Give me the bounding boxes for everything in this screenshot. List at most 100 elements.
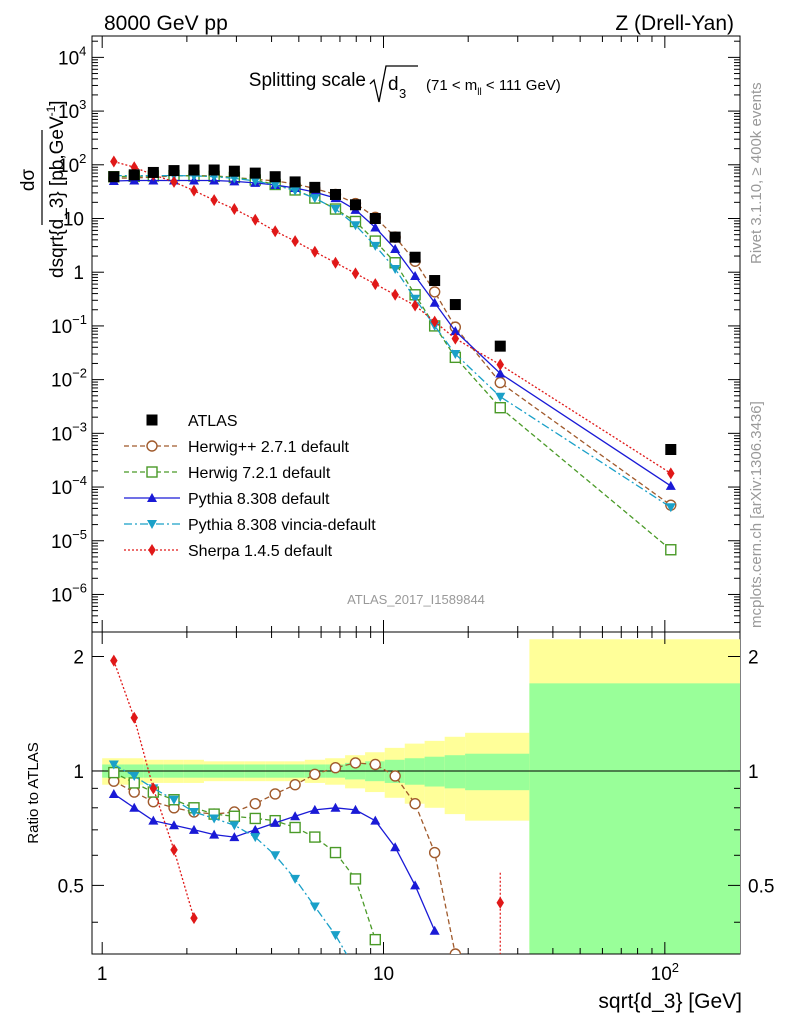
data-point-sherpa-1-4-5-default [371,278,380,291]
axis-ticks-layer: 1 10 10210410310210110−110−210−310−410−510… [51,36,774,985]
data-point-pythia-8-308-default [410,270,421,280]
data-point-sherpa-1-4-5-default [451,332,460,345]
ratio-band-green [424,756,445,787]
ratio-point-pythia-8-308-vincia-default [330,931,341,941]
ratio-point-herwig-2-7-1-default [289,779,301,791]
legend-item-pythia-8-308-vincia-default: Pythia 8.308 vincia-default [124,517,376,534]
ratio-y-tick-label-left: 0.5 [58,876,84,897]
legend-item-sherpa-1-4-5-default: Sherpa 1.4.5 default [124,543,333,560]
ratio-point-pythia-8-308-vincia-default [290,874,301,884]
legend-label-sherpa-1-4-5-default: Sherpa 1.4.5 default [188,543,333,560]
ratio-point-pythia-8-308-vincia-default [270,851,281,861]
data-point-pythia-8-308-default [429,297,440,307]
series-line-sherpa-1-4-5-default [113,160,672,474]
x-axis-label: sqrt{d_3} [GeV] [598,990,742,1013]
data-point-atlas [188,164,200,176]
ratio-point-pythia-8-308-vincia-default [209,814,220,824]
main-series-layer [108,155,677,556]
ratio-point-herwig-2-7-1-default [329,761,342,774]
y-tick-label: 10−4 [51,473,87,499]
data-point-sherpa-1-4-5-default [311,245,319,258]
y-tick-label: 10−5 [51,527,87,553]
ratio-point-pythia-8-308-default [350,804,361,814]
data-point-pythia-8-308-default [390,244,401,254]
legend-label-pythia-8-308-default: Pythia 8.308 default [188,491,330,508]
series-herwig-2-7-1-default [108,169,677,511]
data-point-atlas [147,166,159,178]
data-point-sherpa-1-4-5-default [391,288,399,301]
ratio-point-pythia-8-308-default [390,842,401,852]
ratio-point-pythia-8-308-default [229,832,240,842]
ratio-point-pythia-8-308-vincia-default [350,966,360,975]
data-point-atlas [449,299,461,311]
y-tick-label: 10 [63,209,84,230]
ratio-band-green [529,683,740,954]
ratio-y-tick-label-right: 0.5 [748,876,774,897]
data-point-pythia-8-308-vincia-default [495,392,506,402]
ratio-series-pythia-8-308-default [108,788,440,935]
ylabel-numerator: dσ [18,169,39,192]
ratio-point-pythia-8-308-default [209,829,220,839]
data-point-pythia-8-308-vincia-default [309,194,320,204]
ratio-point-pythia-8-308-vincia-default [229,821,240,831]
ratio-point-sherpa-1-4-5-default [190,912,198,925]
data-point-pythia-8-308-vincia-default [330,205,341,215]
ratio-point-pythia-8-308-default [309,804,320,814]
ratio-point-sherpa-1-4-5-default [496,896,505,909]
data-point-sherpa-1-4-5-default [291,235,299,248]
ratio-point-herwig-2-7-1-default [249,798,261,810]
data-point-pythia-8-308-vincia-default [350,221,361,231]
data-point-sherpa-1-4-5-default [190,184,198,197]
ratio-y-tick-label-right: 2 [748,648,759,669]
ratio-series-layer [108,654,505,975]
y-tick-label: 10−2 [51,366,87,392]
ratio-point-pythia-8-308-default [188,824,199,834]
legend-item-herwig-7-2-1-default: Herwig 7.2.1 default [124,465,331,482]
data-point-atlas [409,251,421,263]
data-point-sherpa-1-4-5-default [210,194,218,207]
data-point-pythia-8-308-default [450,326,461,336]
data-point-sherpa-1-4-5-default [411,299,419,312]
data-point-atlas [309,181,321,193]
ratio-point-herwig-7-2-1-default [309,831,321,843]
ratio-point-sherpa-1-4-5-default [130,711,138,724]
ratio-point-pythia-8-308-default [250,824,261,834]
plot-title: Splitting scale d 3 (71 < mll < 111 GeV) [249,65,561,103]
sqrt-symbol [369,65,418,103]
data-point-pythia-8-308-default [370,222,381,232]
main-y-axis-label: dσ dsqrt{d_3} [pb,GeV-1] [18,100,68,278]
legend-item-herwig-2-7-1-default: Herwig++ 2.7.1 default [124,439,350,456]
ratio-point-sherpa-1-4-5-default [170,843,178,856]
plot-title-d-sub: 3 [399,86,406,101]
data-point-sherpa-1-4-5-default [331,256,340,269]
ratio-point-herwig-2-7-1-default [409,798,421,810]
data-point-sherpa-1-4-5-default [667,467,675,480]
ratio-point-pythia-8-308-default [370,815,381,825]
ratio-point-pythia-8-308-default [410,880,421,890]
ratio-point-herwig-7-2-1-default [349,873,362,885]
series-line-pythia-8-308-vincia-default [113,174,672,508]
data-point-sherpa-1-4-5-default [496,358,505,371]
data-point-herwig-7-2-1-default [494,402,506,414]
plot-title-d: d [388,74,399,95]
legend-marker-sherpa-1-4-5-default [148,544,156,556]
ratio-series-sherpa-1-4-5-default [110,654,505,954]
ratio-point-sherpa-1-4-5-default [149,782,158,795]
legend-item-atlas: ATLAS [146,413,238,430]
y-tick-label: 102 [58,151,86,177]
ratio-point-herwig-7-2-1-default [249,812,261,825]
ratio-point-pythia-8-308-vincia-default [309,902,320,912]
ratio-point-herwig-7-2-1-default [228,810,241,822]
ratio-point-pythia-8-308-vincia-default [169,795,180,805]
ylabel-denominator: dsqrt{d_3} [pb,GeV-1] [44,100,68,278]
ratio-point-pythia-8-308-default [330,802,341,812]
ratio-y-tick-label-left: 2 [73,648,84,669]
legend-label-pythia-8-308-vincia-default: Pythia 8.308 vincia-default [188,517,376,534]
ratio-line-herwig-2-7-1-default [113,762,456,954]
legend-marker-pythia-8-308-vincia-default [147,520,157,529]
ratio-point-pythia-8-308-default [169,820,180,830]
series-pythia-8-308-vincia-default [108,171,676,513]
plot-title-main: Splitting scale [249,70,366,91]
y-tick-label: 103 [58,97,86,123]
